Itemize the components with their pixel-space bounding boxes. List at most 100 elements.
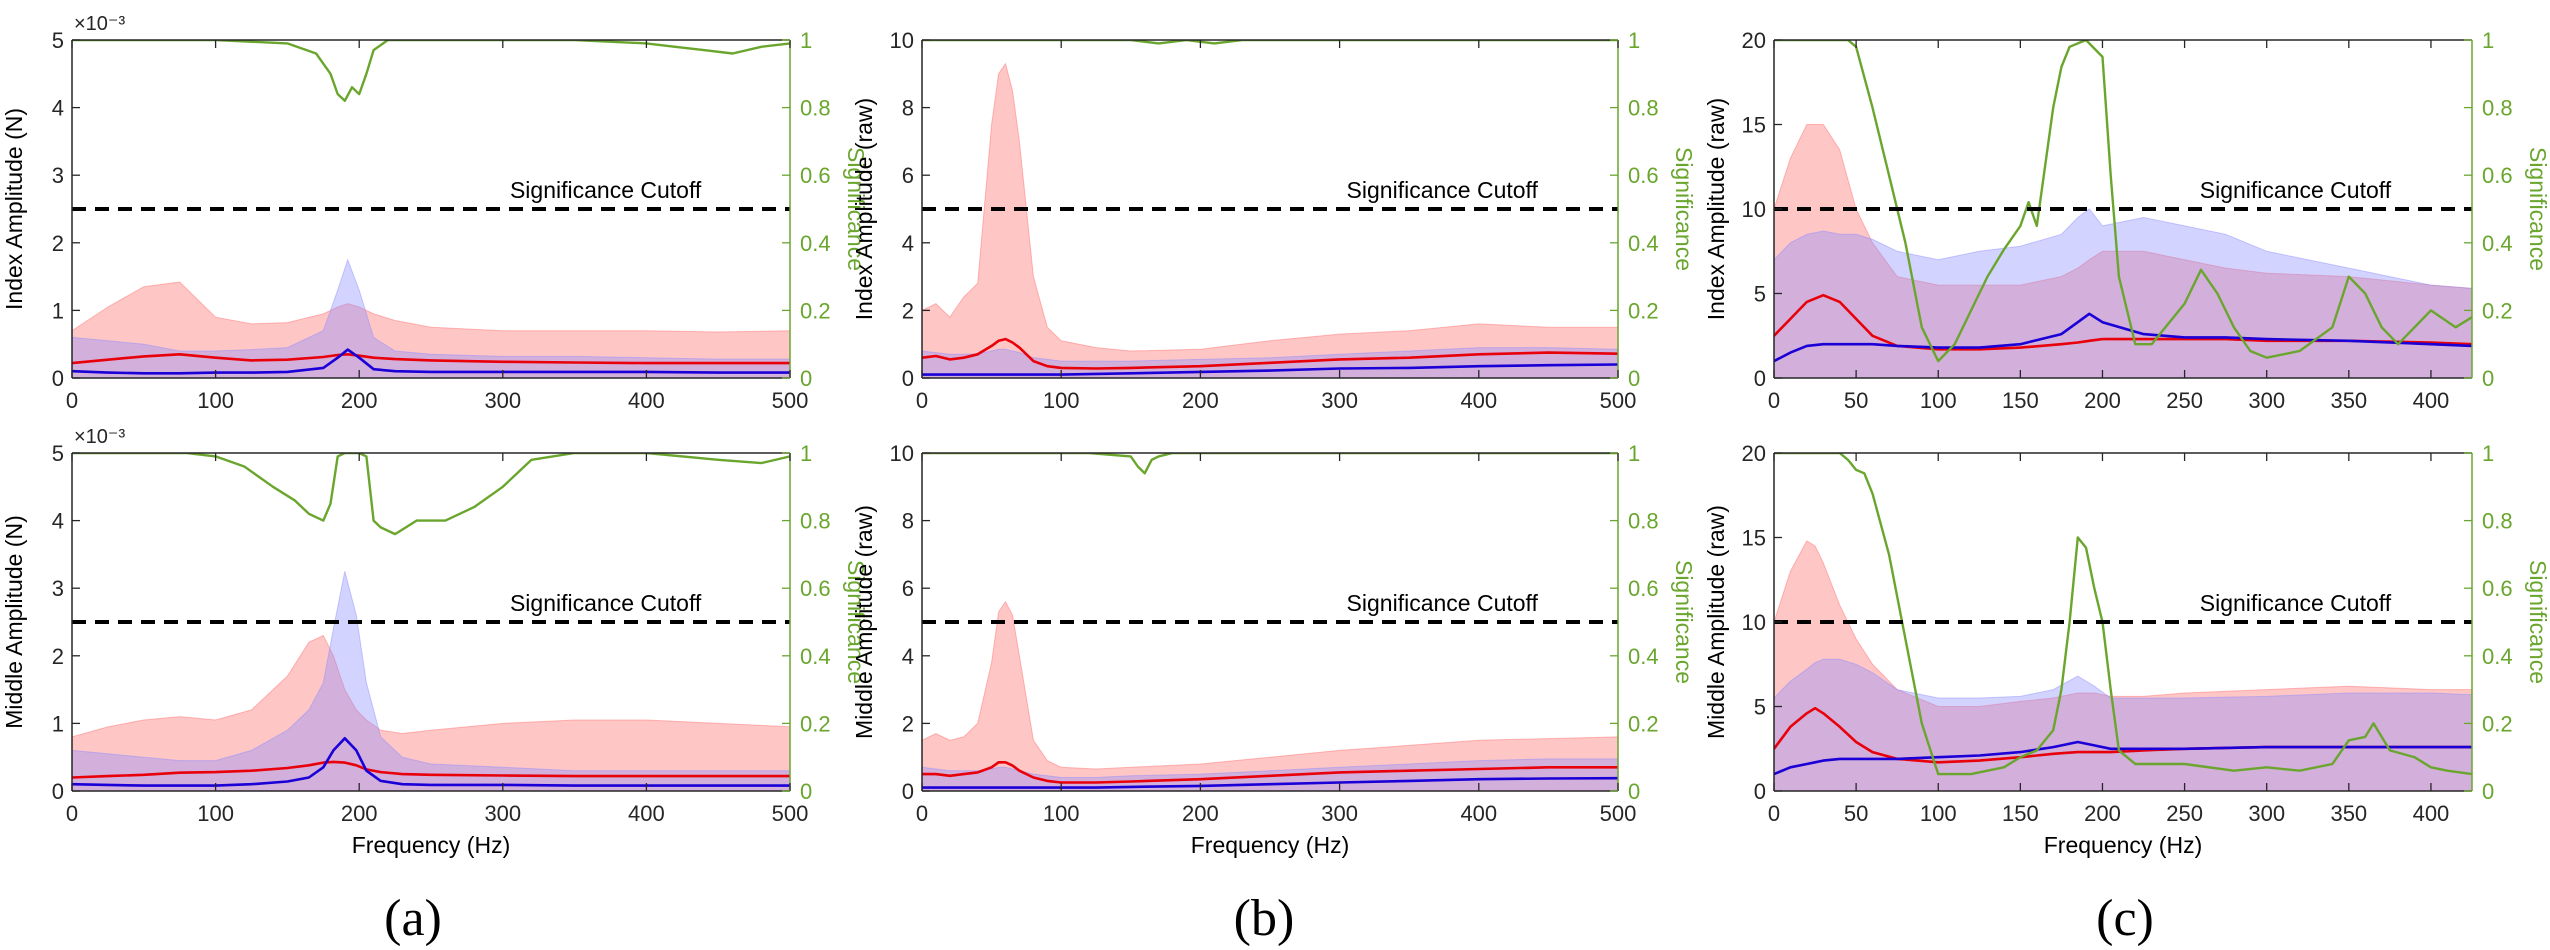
significance-line xyxy=(922,40,1618,45)
y-tick-label: 15 xyxy=(1742,526,1766,551)
x-tick-label: 400 xyxy=(628,388,665,413)
x-tick-label: 100 xyxy=(1043,801,1080,826)
caption-a: (a) xyxy=(384,890,442,947)
x-tick-label: 500 xyxy=(772,388,809,413)
y-tick-label: 0 xyxy=(1754,779,1766,804)
x-tick-label: 200 xyxy=(1182,801,1219,826)
x-tick-label: 0 xyxy=(916,801,928,826)
y2-tick-label: 0.8 xyxy=(800,96,831,121)
y-tick-label: 6 xyxy=(902,576,914,601)
blue-variance-band xyxy=(72,258,790,378)
y2-axis-label: Significance xyxy=(1671,560,1697,684)
x-tick-label: 400 xyxy=(1460,801,1497,826)
x-tick-label: 50 xyxy=(1844,388,1868,413)
y-tick-label: 5 xyxy=(1754,695,1766,720)
y2-tick-label: 0 xyxy=(800,779,812,804)
caption-b: (b) xyxy=(1234,890,1295,947)
y-tick-label: 2 xyxy=(52,231,64,256)
red-mean-line xyxy=(72,760,790,779)
x-tick-label: 400 xyxy=(628,801,665,826)
y2-tick-label: 0.6 xyxy=(800,576,831,601)
y-tick-label: 10 xyxy=(890,441,914,466)
x-tick-label: 50 xyxy=(1844,801,1868,826)
y-axis-label: Middle Amplitude (N) xyxy=(1,515,27,728)
y-tick-label: 1 xyxy=(52,711,64,736)
x-tick-label: 0 xyxy=(916,388,928,413)
caption-c: (c) xyxy=(2096,890,2154,947)
y2-tick-label: 1 xyxy=(2482,441,2494,466)
blue-mean-line xyxy=(72,737,790,787)
blue-mean-line xyxy=(922,363,1618,376)
red-variance-band xyxy=(922,600,1618,791)
x-tick-label: 400 xyxy=(2413,388,2450,413)
blue-variance-band xyxy=(72,571,790,791)
y-tick-label: 4 xyxy=(902,231,914,256)
y2-tick-label: 1 xyxy=(800,28,812,53)
x-tick-label: 100 xyxy=(1043,388,1080,413)
blue-mean-line xyxy=(922,776,1618,789)
x-tick-label: 150 xyxy=(2002,388,2039,413)
x-tick-label: 100 xyxy=(1920,388,1957,413)
y2-tick-label: 0.8 xyxy=(2482,509,2513,534)
y2-tick-label: 0.8 xyxy=(800,509,831,534)
y2-tick-label: 0.6 xyxy=(800,163,831,188)
x-tick-label: 200 xyxy=(341,388,378,413)
y-tick-label: 4 xyxy=(902,644,914,669)
x-tick-label: 500 xyxy=(1600,801,1637,826)
y-tick-label: 0 xyxy=(902,779,914,804)
x-tick-label: 350 xyxy=(2330,388,2367,413)
x-tick-label: 300 xyxy=(1321,388,1358,413)
plot-area xyxy=(72,453,790,791)
y2-tick-label: 1 xyxy=(2482,28,2494,53)
plot-area xyxy=(72,40,790,378)
y-tick-label: 2 xyxy=(902,711,914,736)
red-mean-line xyxy=(1774,293,2472,351)
significance-line xyxy=(1774,40,2472,363)
y-tick-label: 20 xyxy=(1742,441,1766,466)
x-tick-label: 100 xyxy=(197,801,234,826)
blue-mean-line xyxy=(1774,312,2472,363)
y-tick-label: 0 xyxy=(1754,366,1766,391)
x-tick-label: 300 xyxy=(2248,801,2285,826)
y-tick-label: 15 xyxy=(1742,113,1766,138)
y2-tick-label: 0.8 xyxy=(1628,509,1659,534)
y2-tick-label: 0.2 xyxy=(2482,711,2513,736)
red-mean-line xyxy=(922,337,1618,370)
y2-axis-label: Significance xyxy=(843,560,869,684)
x-axis-label: Frequency (Hz) xyxy=(1191,832,1349,858)
significance-cutoff-label: Significance Cutoff xyxy=(510,177,702,203)
x-tick-label: 500 xyxy=(772,801,809,826)
y2-tick-label: 0.2 xyxy=(1628,298,1659,323)
red-mean-line xyxy=(72,353,790,365)
significance-line xyxy=(72,453,790,536)
y2-tick-label: 1 xyxy=(1628,28,1640,53)
blue-variance-band xyxy=(1774,658,2472,791)
y-tick-label: 10 xyxy=(890,28,914,53)
red-variance-band xyxy=(72,634,790,791)
plot-area xyxy=(922,453,1618,791)
y-tick-label: 2 xyxy=(902,298,914,323)
red-mean-line xyxy=(922,761,1618,784)
y2-tick-label: 0.4 xyxy=(2482,644,2513,669)
y-tick-label: 0 xyxy=(52,366,64,391)
y2-tick-label: 0.4 xyxy=(1628,644,1659,669)
y2-tick-label: 0.4 xyxy=(800,644,831,669)
y-tick-label: 8 xyxy=(902,96,914,121)
x-axis-label: Frequency (Hz) xyxy=(352,832,510,858)
y-tick-label: 5 xyxy=(52,441,64,466)
y2-tick-label: 0 xyxy=(2482,779,2494,804)
x-tick-label: 100 xyxy=(1920,801,1957,826)
blue-mean-line xyxy=(72,348,790,375)
y2-tick-label: 0.6 xyxy=(2482,163,2513,188)
red-variance-band xyxy=(1774,540,2472,791)
y2-tick-label: 1 xyxy=(800,441,812,466)
plot-area xyxy=(922,40,1618,378)
y-tick-label: 3 xyxy=(52,163,64,188)
y2-tick-label: 0.4 xyxy=(2482,231,2513,256)
y2-tick-label: 0.4 xyxy=(1628,231,1659,256)
y2-tick-label: 0.2 xyxy=(1628,711,1659,736)
